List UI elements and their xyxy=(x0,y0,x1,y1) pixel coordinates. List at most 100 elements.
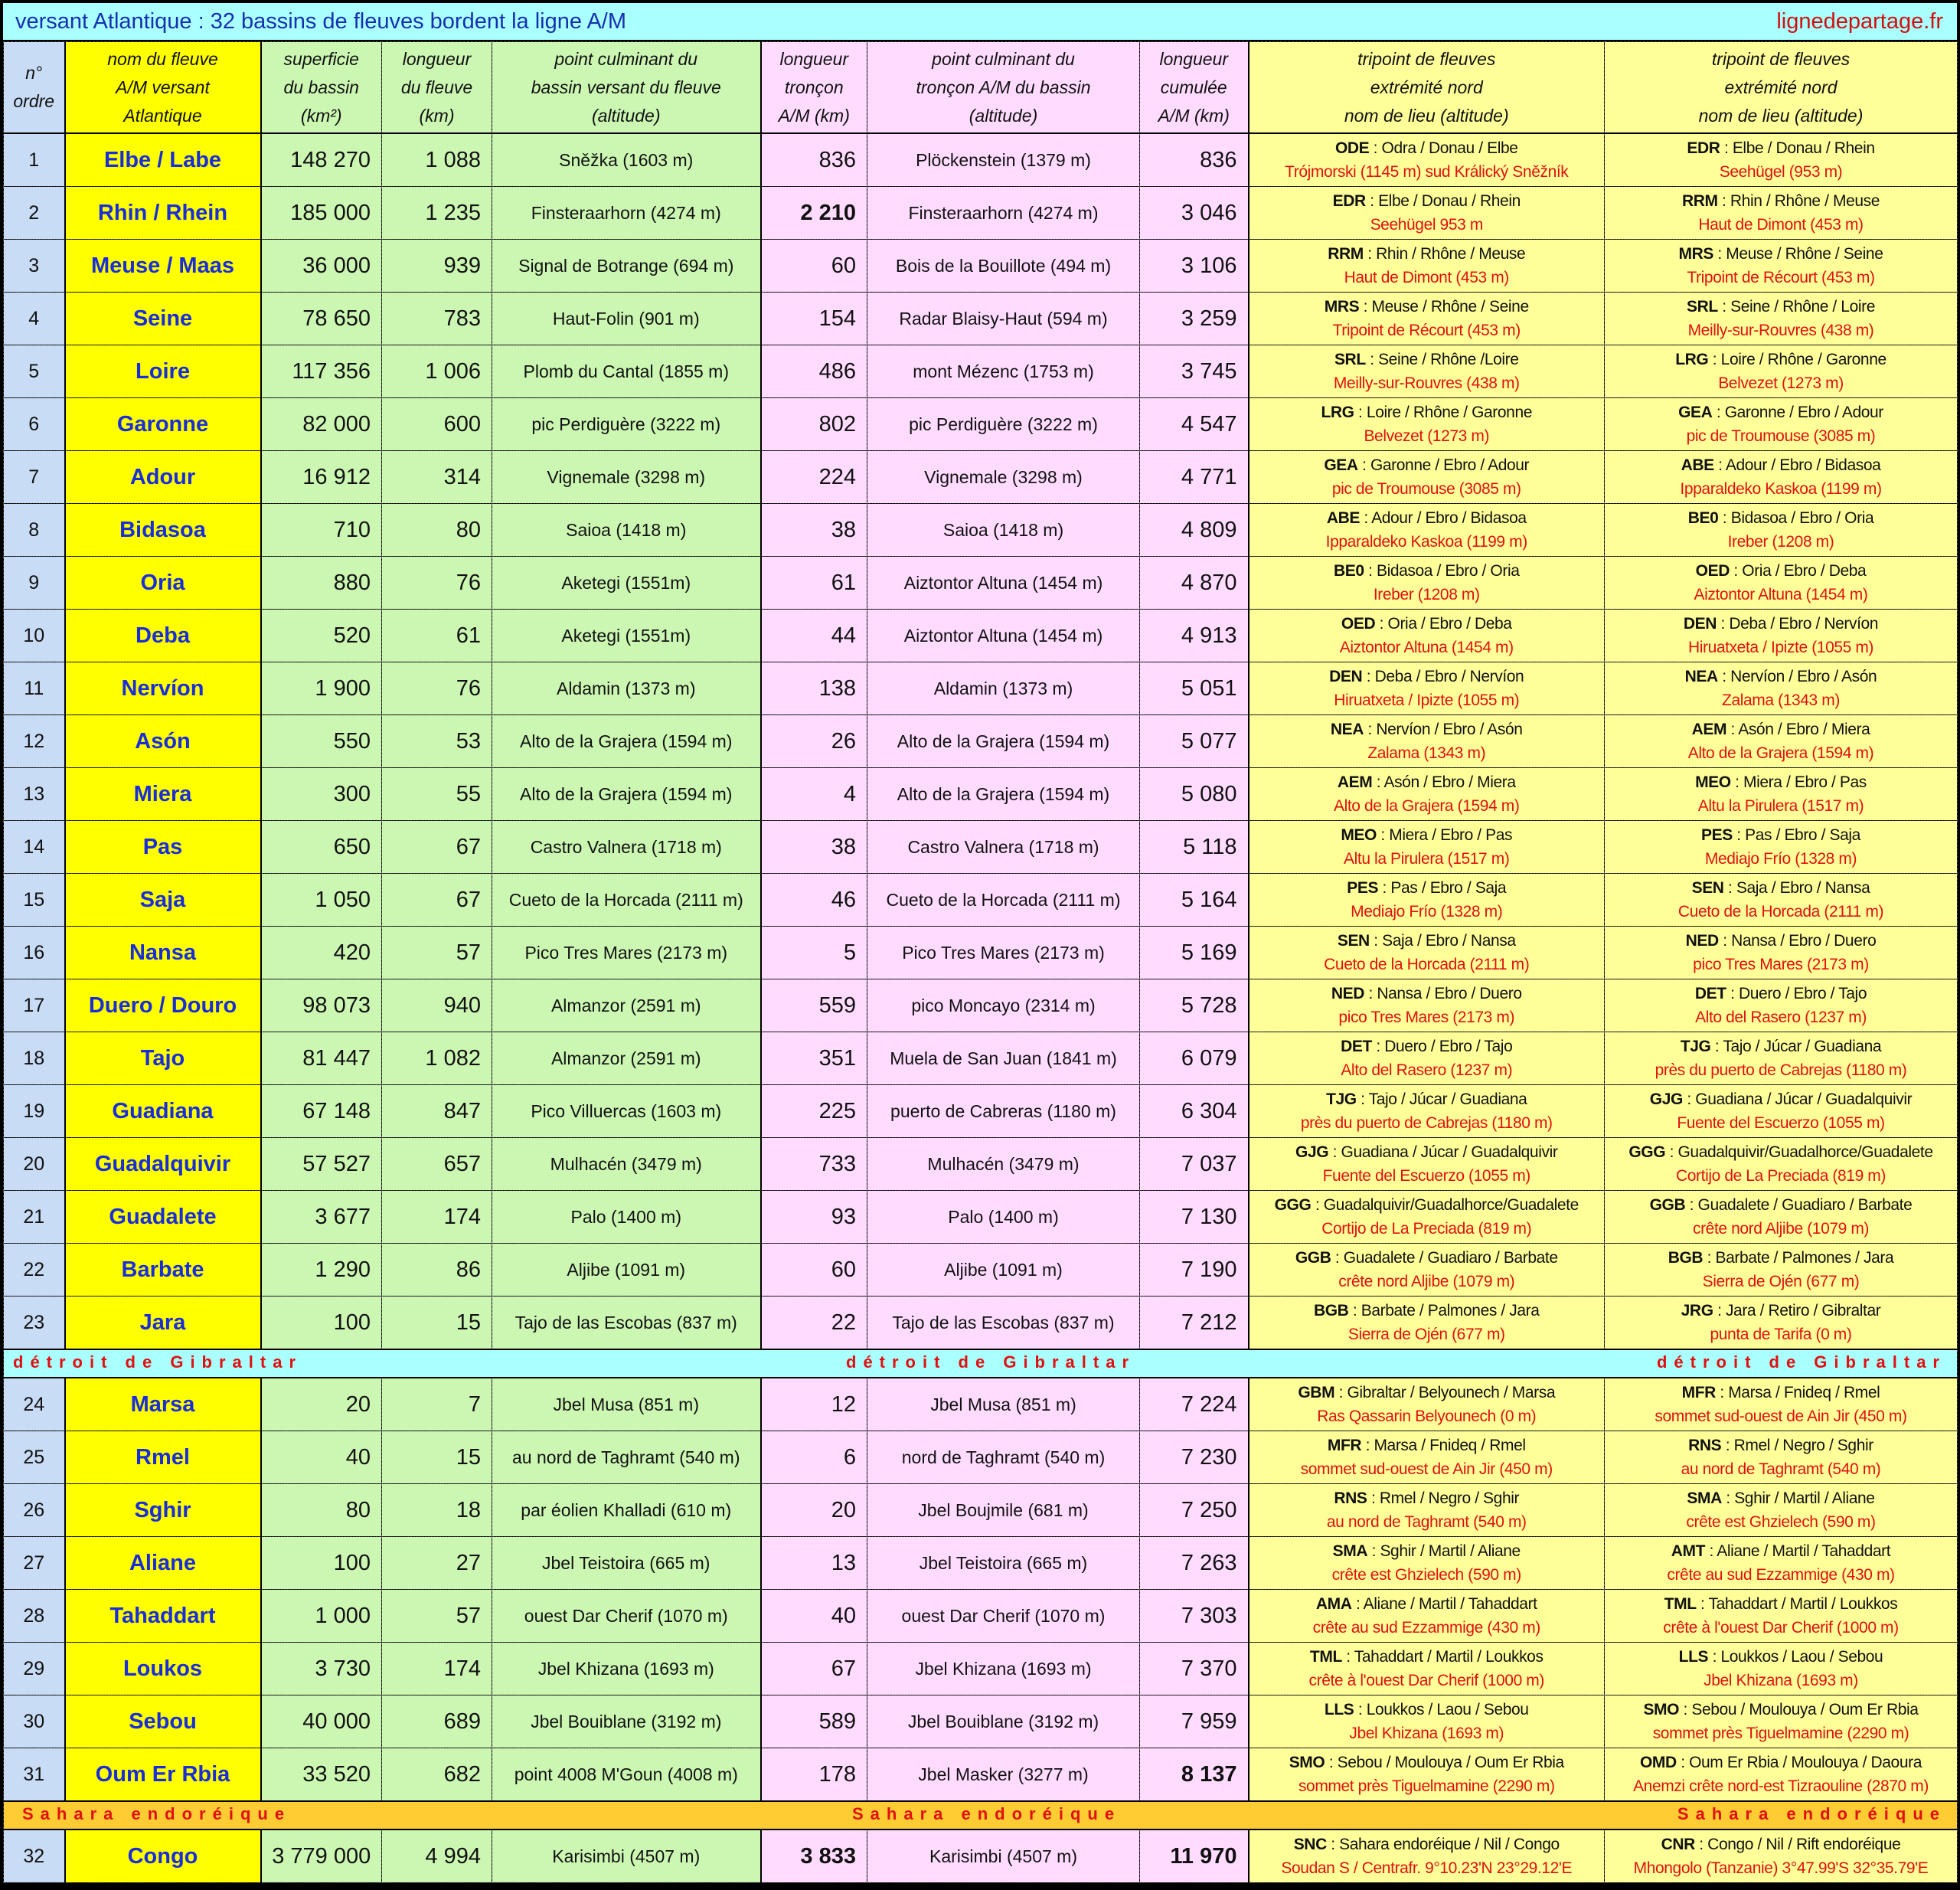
tripoint-river-list: : Saja / Ebro / Nansa xyxy=(1723,879,1870,897)
river-name: Tajo xyxy=(64,1032,262,1085)
segment-peak: Karisimbi (4507 m) xyxy=(867,1829,1140,1883)
basin-area: 1 050 xyxy=(260,873,382,927)
segment-peak: Jbel Bouiblane (3192 m) xyxy=(867,1695,1140,1748)
tripoint-rivers: BGB : Barbate / Palmones / Jara xyxy=(1606,1246,1957,1270)
table-row: 7 Adour 16 912 314 Vignemale (3298 m) 224 Vign… xyxy=(3,450,1958,504)
tripoint-place: Meilly-sur-Rouvres (438 m) xyxy=(1333,374,1520,392)
segment-peak: pic Perdiguère (3222 m) xyxy=(867,397,1140,451)
table-row: 6 Garonne 82 000 600 pic Perdiguère (3222 m)… xyxy=(3,397,1958,451)
tripoint-code: LRG xyxy=(1675,351,1709,368)
order-number: 17 xyxy=(3,979,66,1032)
tripoint-cell: GGG : Guadalquivir/Guadalhorce/Guadalete… xyxy=(1248,1190,1605,1244)
segment-peak: Plöckenstein (1379 m) xyxy=(867,132,1140,187)
river-name: Jara xyxy=(64,1296,262,1350)
tripoint-rivers: SRL : Seine / Rhône / Loire xyxy=(1606,295,1957,319)
basin-peak: Aldamin (1373 m) xyxy=(492,662,762,715)
tripoint-code: RRM xyxy=(1681,192,1718,210)
segment-peak: pico Moncayo (2314 m) xyxy=(867,979,1140,1032)
segment-peak: Saioa (1418 m) xyxy=(867,503,1140,557)
tripoint-place: Soudan S / Centrafr. 9°10.23'N 23°29.12'… xyxy=(1281,1859,1573,1877)
cumulative-length: 3 259 xyxy=(1139,292,1250,345)
column-header-line: ordre xyxy=(13,91,55,111)
river-name: Pas xyxy=(64,820,262,874)
segment-length: 154 xyxy=(760,292,867,345)
tripoint-place: Mediajo Frío (1328 m) xyxy=(1351,903,1503,920)
table-row: 17 Duero / Douro 98 073 940 Almanzor (2591 m… xyxy=(3,979,1958,1032)
tripoint-rivers: PES : Pas / Ebro / Saja xyxy=(1606,823,1957,847)
tripoint-rivers: LRG : Loire / Rhône / Garonne xyxy=(1250,401,1604,424)
tripoint-place: crête au sud Ezzammige (430 m) xyxy=(1667,1566,1895,1584)
river-name: Adour xyxy=(64,450,262,504)
tripoint-cell: EDR : Elbe / Donau / Rhein Seehügel (953 … xyxy=(1604,132,1958,187)
tripoint-code: TML xyxy=(1664,1595,1697,1613)
table-row: 5 Loire 117 356 1 006 Plomb du Cantal (1855 … xyxy=(3,345,1958,398)
tripoint-cell: AMT : Aliane / Martil / Tahaddart crête a… xyxy=(1604,1536,1958,1590)
order-number: 30 xyxy=(3,1695,66,1748)
basin-peak: Jbel Teistoira (665 m) xyxy=(492,1536,762,1590)
order-number: 21 xyxy=(3,1190,66,1244)
segment-length: 38 xyxy=(760,820,867,874)
tripoint-river-list: : Pas / Ebro / Saja xyxy=(1378,879,1507,897)
tripoint-rivers: NEA : Nervíon / Ebro / Asón xyxy=(1606,665,1957,688)
segment-peak: Pico Tres Mares (2173 m) xyxy=(867,926,1140,979)
river-name: Nervíon xyxy=(64,662,262,715)
order-number: 9 xyxy=(3,556,66,610)
column-header-line: longueur xyxy=(402,48,472,69)
basin-area: 40 000 xyxy=(260,1695,382,1748)
order-number: 15 xyxy=(3,873,66,927)
basin-peak: Mulhacén (3479 m) xyxy=(492,1137,762,1191)
basin-peak: Sněžka (1603 m) xyxy=(492,132,762,187)
basin-area: 1 900 xyxy=(260,662,382,715)
tripoint-river-list: : Asón / Ebro / Miera xyxy=(1726,721,1870,738)
river-length: 783 xyxy=(381,292,492,345)
tripoint-code: OED xyxy=(1341,615,1376,633)
cumulative-length: 4 771 xyxy=(1139,450,1250,504)
order-number: 10 xyxy=(3,609,66,662)
tripoint-rivers: CNR : Congo / Nil / Rift endoréique xyxy=(1606,1833,1957,1856)
tripoint-cell: GEA : Garonne / Ebro / Adour pic de Troum… xyxy=(1604,397,1958,451)
tripoint-code: BE0 xyxy=(1687,509,1719,527)
river-name: Seine xyxy=(64,292,262,345)
segment-peak: mont Mézenc (1753 m) xyxy=(867,345,1140,398)
tripoint-rivers: MRS : Meuse / Rhône / Seine xyxy=(1250,295,1604,319)
tripoint-river-list: : Rhin / Rhône / Meuse xyxy=(1717,192,1880,210)
column-header-line: point culminant du xyxy=(554,48,698,69)
basin-area: 67 148 xyxy=(260,1084,382,1138)
order-number: 6 xyxy=(3,397,66,451)
tripoint-river-list: : Deba / Ebro / Nervíon xyxy=(1362,668,1524,685)
tripoint-river-list: : Adour / Ebro / Bidasoa xyxy=(1360,509,1527,527)
tripoint-place: Aiztontor Altuna (1454 m) xyxy=(1339,639,1514,656)
band-cell: Sahara endoréique Sahara endoréique Sahara… xyxy=(3,1800,1958,1830)
tripoint-cell: TJG : Tajo / Júcar / Guadiana près du pue… xyxy=(1604,1032,1958,1085)
tripoint-cell: GEA : Garonne / Ebro / Adour pic de Troum… xyxy=(1248,450,1605,504)
col-cumulative-length: longueur cumulée A/M (km) xyxy=(1139,41,1250,134)
basin-peak: Tajo de las Escobas (837 m) xyxy=(492,1296,762,1350)
tripoint-rivers: JRG : Jara / Retiro / Gibraltar xyxy=(1606,1299,1957,1323)
tripoint-code: LLS xyxy=(1324,1701,1354,1718)
tripoint-rivers: GJG : Guadiana / Júcar / Guadalquivir xyxy=(1250,1140,1604,1164)
river-name: Saja xyxy=(64,873,262,927)
table-row: 11 Nervíon 1 900 76 Aldamin (1373 m) 138 Aldam… xyxy=(3,662,1958,715)
tripoint-place: Altu la Pirulera (1517 m) xyxy=(1344,850,1510,868)
tripoint-river-list: : Duero / Ebro / Tajo xyxy=(1371,1038,1513,1055)
river-name: Sebou xyxy=(64,1695,262,1748)
tripoint-code: PES xyxy=(1701,826,1733,844)
order-number: 23 xyxy=(3,1296,66,1350)
river-length: 1 082 xyxy=(381,1032,492,1085)
tripoint-place: Ras Qassarin Belyounech (0 m) xyxy=(1317,1408,1537,1425)
river-length: 15 xyxy=(381,1431,492,1484)
tripoint-place: Haut de Dimont (453 m) xyxy=(1698,216,1864,234)
cumulative-length: 4 547 xyxy=(1139,397,1250,451)
table-row: 20 Guadalquivir 57 527 657 Mulhacén (3479 m)… xyxy=(3,1137,1958,1191)
river-name: Rhin / Rhein xyxy=(64,186,262,240)
tripoint-code: SMA xyxy=(1687,1489,1722,1507)
basin-area: 78 650 xyxy=(260,292,382,345)
table-row: 13 Miera 300 55 Alto de la Grajera (1594 m) 4… xyxy=(3,767,1958,821)
order-number: 18 xyxy=(3,1032,66,1085)
tripoint-rivers: DET : Duero / Ebro / Tajo xyxy=(1606,982,1957,1005)
tripoint-cell: GJG : Guadiana / Júcar / Guadalquivir Fue… xyxy=(1604,1084,1958,1138)
tripoint-cell: GJG : Guadiana / Júcar / Guadalquivir Fue… xyxy=(1248,1137,1605,1191)
order-number: 16 xyxy=(3,926,66,979)
river-length: 4 994 xyxy=(381,1829,492,1883)
tripoint-rivers: BGB : Barbate / Palmones / Jara xyxy=(1250,1299,1604,1323)
